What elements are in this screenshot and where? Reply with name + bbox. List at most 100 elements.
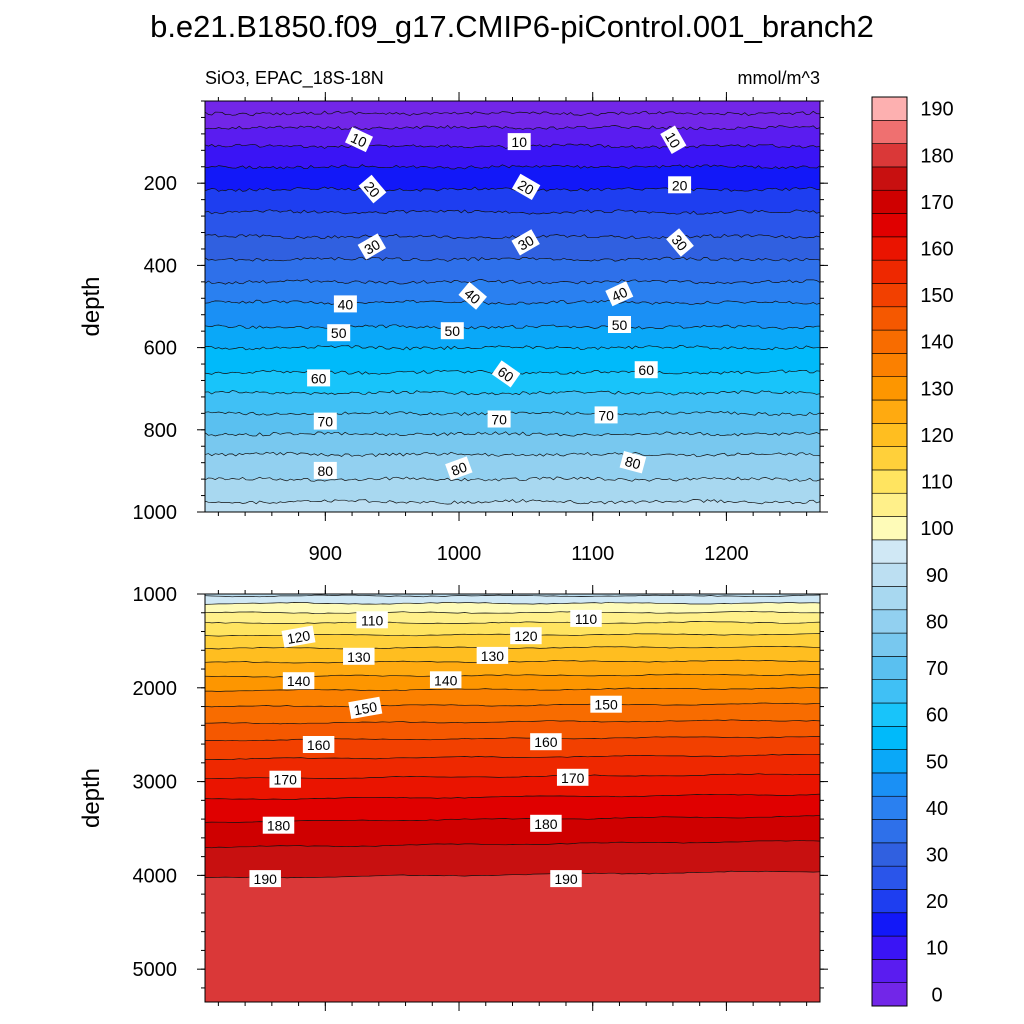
upper-contour-5 xyxy=(205,124,820,131)
colorbar-swatch-180 xyxy=(871,143,908,168)
lower-contour-label-14: 180 xyxy=(262,816,295,834)
colorbar-swatch-150 xyxy=(871,283,908,308)
colorbar-tick-label-10: 10 xyxy=(926,938,948,960)
upper-contour-label-20: 70 xyxy=(594,406,618,424)
svg-text:160: 160 xyxy=(534,734,558,750)
lower-contour-135 xyxy=(205,687,820,692)
upper-contour-label-0: 10 xyxy=(344,126,374,153)
colorbar-swatch-10 xyxy=(871,935,908,960)
svg-text:80: 80 xyxy=(623,453,642,473)
upper-contour-label-22: 80 xyxy=(445,456,473,481)
colorbar-swatch-185 xyxy=(871,120,908,144)
svg-text:190: 190 xyxy=(554,871,578,887)
svg-text:180: 180 xyxy=(534,816,558,832)
colorbar-tick-label-140: 140 xyxy=(920,332,953,354)
upper-contour-label-6: 30 xyxy=(357,233,387,260)
svg-text:50: 50 xyxy=(612,317,628,333)
upper-x-tick-label-3: 1200 xyxy=(704,543,749,565)
upper-contour-65 xyxy=(205,390,820,396)
colorbar-swatch-55 xyxy=(871,726,908,750)
lower-contour-label-5: 130 xyxy=(476,646,509,664)
upper-contour-label-3: 20 xyxy=(358,174,387,204)
svg-text:50: 50 xyxy=(331,325,347,341)
lower-contour-100 xyxy=(205,601,820,605)
colorbar-tick-label-170: 170 xyxy=(920,192,953,214)
upper-contour-75 xyxy=(205,431,820,437)
lower-y-axis-title: depth xyxy=(78,768,105,828)
upper-contour-label-2: 10 xyxy=(660,125,687,154)
lower-contour-label-11: 160 xyxy=(530,733,562,751)
lower-contour-label-1: 110 xyxy=(570,609,602,627)
upper-contour-55 xyxy=(205,345,820,351)
colorbar-tick-label-130: 130 xyxy=(920,378,953,400)
lower-contour-label-16: 190 xyxy=(249,870,281,888)
colorbar-tick-label-100: 100 xyxy=(920,518,953,540)
colorbar-swatch-170 xyxy=(871,189,908,214)
colorbar-swatch-155 xyxy=(871,259,908,284)
upper-contour-80 xyxy=(205,451,820,458)
colorbar-tick-label-180: 180 xyxy=(920,145,953,167)
svg-text:110: 110 xyxy=(361,612,384,628)
colorbar-swatch-20 xyxy=(871,889,908,914)
upper-contour-label-15: 60 xyxy=(307,369,331,387)
upper-contour-0 xyxy=(205,110,820,117)
upper-contour-15 xyxy=(205,164,820,170)
svg-text:140: 140 xyxy=(434,672,458,688)
colorbar-swatch-140 xyxy=(871,329,908,354)
colorbar-tick-label-20: 20 xyxy=(926,891,948,913)
lower-contour-125 xyxy=(205,659,820,664)
colorbar-swatch-50 xyxy=(871,749,908,774)
upper-contour-label-11: 40 xyxy=(605,281,634,307)
svg-text:80: 80 xyxy=(449,459,469,479)
lower-contour-label-12: 170 xyxy=(269,770,301,788)
colorbar: 0 10 20 30 40 50 60 70 80 90 100 110 120 130 140 150 160… xyxy=(871,96,954,1007)
colorbar-swatch-45 xyxy=(871,772,908,797)
upper-contour-label-9: 40 xyxy=(333,295,357,313)
lower-contour-label-8: 150 xyxy=(348,696,383,720)
colorbar-swatch-30 xyxy=(871,842,908,867)
upper-contour-35 xyxy=(205,256,820,262)
upper-contour-label-23: 80 xyxy=(619,451,647,474)
upper-contour-30 xyxy=(205,233,820,240)
svg-text:130: 130 xyxy=(347,649,371,665)
svg-text:40: 40 xyxy=(338,296,354,312)
colorbar-tick-label-90: 90 xyxy=(926,565,948,587)
colorbar-tick-label-110: 110 xyxy=(921,472,953,494)
upper-contour-label-8: 30 xyxy=(666,228,694,257)
colorbar-swatch-40 xyxy=(871,795,908,820)
svg-text:20: 20 xyxy=(515,176,537,198)
upper-contour-90 xyxy=(205,498,820,505)
svg-text:180: 180 xyxy=(267,818,291,834)
lower-y-tick-label-0: 1000 xyxy=(133,584,178,606)
svg-text:120: 120 xyxy=(286,627,312,647)
lower-contour-175 xyxy=(205,839,820,849)
colorbar-tick-label-160: 160 xyxy=(920,239,953,261)
svg-text:120: 120 xyxy=(514,628,538,644)
lower-y-tick-label-1: 2000 xyxy=(133,678,178,700)
svg-text:170: 170 xyxy=(561,770,585,786)
upper-contour-label-5: 20 xyxy=(668,176,692,194)
upper-contour-45 xyxy=(205,299,820,306)
colorbar-swatch-5 xyxy=(871,959,908,983)
svg-text:30: 30 xyxy=(361,236,383,258)
upper-x-tick-label-1: 1000 xyxy=(437,543,482,565)
colorbar-swatch-15 xyxy=(871,912,908,937)
colorbar-tick-label-120: 120 xyxy=(920,425,953,447)
colorbar-swatch-90 xyxy=(871,562,908,587)
colorbar-swatch-110 xyxy=(871,469,908,494)
colorbar-swatch-120 xyxy=(871,423,908,447)
colorbar-swatch-95 xyxy=(871,539,908,564)
svg-text:10: 10 xyxy=(348,129,369,150)
lower-contour-label-13: 170 xyxy=(556,768,589,786)
lower-contour-105 xyxy=(205,611,820,615)
svg-text:70: 70 xyxy=(318,414,334,430)
colorbar-tick-label-0: 0 xyxy=(931,984,942,1006)
colorbar-swatch-35 xyxy=(871,819,908,844)
lower-contour-145 xyxy=(205,719,820,725)
upper-y-tick-label-0: 200 xyxy=(144,173,177,195)
lower-contour-95 xyxy=(205,594,820,598)
colorbar-tick-label-150: 150 xyxy=(920,285,953,307)
svg-text:80: 80 xyxy=(318,463,334,479)
colorbar-tick-label-70: 70 xyxy=(926,658,948,680)
lower-contour-180 xyxy=(205,870,820,879)
